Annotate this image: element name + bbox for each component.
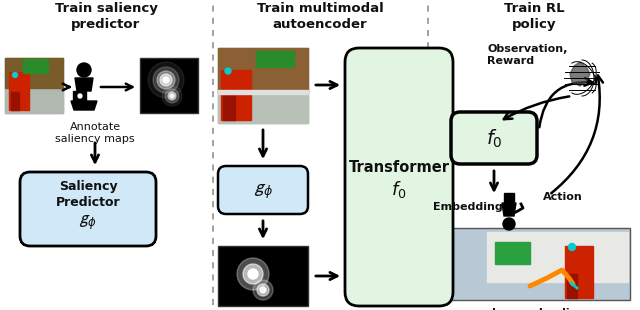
Bar — [218, 93, 308, 123]
Polygon shape — [73, 91, 86, 101]
Text: Learned policy: Learned policy — [492, 308, 584, 310]
Bar — [218, 246, 308, 306]
Circle shape — [148, 62, 184, 98]
Polygon shape — [71, 101, 97, 110]
Text: Train RL
policy: Train RL policy — [504, 2, 564, 31]
Text: Train multimodal
autoencoder: Train multimodal autoencoder — [257, 2, 383, 31]
Bar — [504, 193, 514, 203]
Circle shape — [160, 74, 172, 86]
Text: $\mathcal{g}_{\phi}$: $\mathcal{g}_{\phi}$ — [79, 214, 97, 232]
Circle shape — [260, 287, 266, 293]
Circle shape — [170, 94, 174, 98]
Circle shape — [168, 92, 176, 100]
Text: Annotate
saliency maps: Annotate saliency maps — [55, 122, 135, 144]
Bar — [223, 96, 235, 120]
Text: Action: Action — [543, 192, 583, 202]
Circle shape — [163, 77, 169, 83]
Polygon shape — [570, 62, 590, 86]
Text: Train saliency
predictor: Train saliency predictor — [54, 2, 157, 31]
Bar — [9, 72, 29, 110]
Bar — [256, 51, 294, 67]
Bar — [218, 48, 308, 93]
Circle shape — [257, 284, 269, 296]
FancyBboxPatch shape — [345, 48, 453, 306]
Bar — [218, 90, 308, 94]
Text: Transformer: Transformer — [349, 160, 449, 175]
Circle shape — [153, 67, 179, 93]
Circle shape — [225, 68, 231, 74]
Circle shape — [162, 86, 182, 106]
Bar — [140, 58, 198, 113]
Bar — [5, 58, 63, 113]
Bar — [221, 70, 251, 120]
Bar — [447, 228, 630, 300]
Circle shape — [237, 258, 269, 290]
Circle shape — [248, 269, 258, 279]
Circle shape — [243, 264, 263, 284]
Text: $\mathcal{g}_{\phi}$: $\mathcal{g}_{\phi}$ — [253, 183, 273, 201]
Circle shape — [13, 73, 17, 78]
Circle shape — [77, 63, 91, 77]
Bar — [23, 59, 48, 73]
Text: $f_0$: $f_0$ — [391, 179, 407, 200]
Bar — [5, 58, 63, 88]
Circle shape — [165, 89, 179, 103]
FancyBboxPatch shape — [451, 112, 537, 164]
Text: Saliency: Saliency — [59, 180, 117, 193]
FancyBboxPatch shape — [20, 172, 156, 246]
Bar — [487, 232, 628, 282]
Polygon shape — [75, 78, 93, 91]
Circle shape — [253, 280, 273, 300]
Circle shape — [568, 243, 575, 250]
Text: $f_0$: $f_0$ — [486, 128, 502, 150]
Text: Predictor: Predictor — [56, 196, 120, 209]
Bar — [5, 88, 63, 113]
Bar — [565, 246, 593, 298]
Circle shape — [503, 218, 515, 230]
Circle shape — [78, 94, 82, 98]
Polygon shape — [502, 203, 516, 216]
Text: Embeddings: Embeddings — [433, 202, 509, 212]
Bar — [218, 48, 308, 123]
FancyBboxPatch shape — [218, 166, 308, 214]
Bar — [567, 274, 577, 298]
Circle shape — [157, 71, 175, 89]
Bar — [495, 242, 530, 264]
Text: Observation,
Reward: Observation, Reward — [487, 44, 568, 66]
Bar — [11, 92, 19, 110]
